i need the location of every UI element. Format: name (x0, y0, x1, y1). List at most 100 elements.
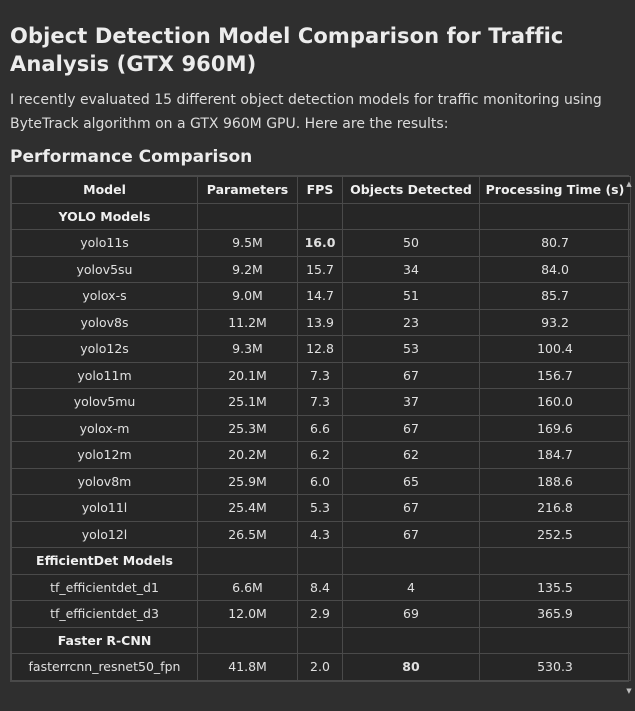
cell-objects: 67 (342, 361, 480, 389)
column-header-model: Model (11, 176, 198, 204)
cell-model: yolov5mu (11, 388, 198, 416)
group-row: Faster R-CNN (11, 626, 631, 654)
cell-objects: 67 (342, 414, 480, 442)
cell-objects: 50 (342, 229, 480, 257)
cell-fps: 12.8 (297, 335, 343, 363)
cell-fps: 2.9 (297, 600, 343, 628)
cell-parameters: 26.5M (197, 520, 298, 548)
cell-time: 100.4 (479, 335, 631, 363)
group-empty-cell (297, 202, 343, 230)
comparison-table-container: Model Parameters FPS Objects Detected Pr… (10, 175, 631, 682)
scroll-down-arrow-icon[interactable]: ▼ (626, 687, 632, 695)
cell-time: 169.6 (479, 414, 631, 442)
cell-fps: 7.3 (297, 388, 343, 416)
cell-parameters: 25.9M (197, 467, 298, 495)
cell-fps: 13.9 (297, 308, 343, 336)
table-header-row: Model Parameters FPS Objects Detected Pr… (11, 176, 631, 204)
table-row: yolo11l 25.4M 5.3 67 216.8 (11, 494, 631, 522)
table-body: YOLO Models yolo11s 9.5M 16.0 50 80.7 yolov5su… (11, 202, 631, 681)
cell-model: yolo12s (11, 335, 198, 363)
table-row: yolo12s 9.3M 12.8 53 100.4 (11, 335, 631, 363)
group-empty-cell (342, 547, 480, 575)
cell-objects: 53 (342, 335, 480, 363)
cell-objects: 23 (342, 308, 480, 336)
column-header-objects: Objects Detected (342, 176, 480, 204)
scroll-up-arrow-icon[interactable]: ▲ (626, 180, 632, 188)
column-header-fps: FPS (297, 176, 343, 204)
cell-objects: 67 (342, 494, 480, 522)
cell-time: 160.0 (479, 388, 631, 416)
group-empty-cell (342, 626, 480, 654)
cell-objects: 65 (342, 467, 480, 495)
cell-parameters: 9.2M (197, 255, 298, 283)
cell-model: tf_efficientdet_d3 (11, 600, 198, 628)
cell-parameters: 20.2M (197, 441, 298, 469)
table-row: yolo11m 20.1M 7.3 67 156.7 (11, 361, 631, 389)
table-row: fasterrcnn_resnet50_fpn 41.8M 2.0 80 530.3 (11, 653, 631, 681)
cell-model: yolo11s (11, 229, 198, 257)
cell-objects: 62 (342, 441, 480, 469)
cell-model: yolox-m (11, 414, 198, 442)
cell-parameters: 25.3M (197, 414, 298, 442)
cell-fps: 6.0 (297, 467, 343, 495)
group-row: EfficientDet Models (11, 547, 631, 575)
cell-parameters: 9.0M (197, 282, 298, 310)
group-label: EfficientDet Models (11, 547, 198, 575)
cell-objects: 4 (342, 573, 480, 601)
group-empty-cell (479, 547, 631, 575)
group-empty-cell (297, 547, 343, 575)
group-empty-cell (479, 626, 631, 654)
column-header-parameters: Parameters (197, 176, 298, 204)
cell-model: tf_efficientdet_d1 (11, 573, 198, 601)
page-title: Object Detection Model Comparison for Tr… (10, 24, 564, 76)
cell-time: 365.9 (479, 600, 631, 628)
table-row: yolox-m 25.3M 6.6 67 169.6 (11, 414, 631, 442)
cell-fps: 6.6 (297, 414, 343, 442)
cell-parameters: 41.8M (197, 653, 298, 681)
table-row: tf_efficientdet_d1 6.6M 8.4 4 135.5 (11, 573, 631, 601)
table-row: yolov5mu 25.1M 7.3 37 160.0 (11, 388, 631, 416)
cell-objects: 34 (342, 255, 480, 283)
cell-time: 135.5 (479, 573, 631, 601)
table-row: yolo12l 26.5M 4.3 67 252.5 (11, 520, 631, 548)
section-heading: Performance Comparison (10, 147, 253, 167)
cell-model: yolov8s (11, 308, 198, 336)
comparison-table: Model Parameters FPS Objects Detected Pr… (11, 176, 631, 681)
cell-time: 188.6 (479, 467, 631, 495)
cell-parameters: 12.0M (197, 600, 298, 628)
table-row: yolox-s 9.0M 14.7 51 85.7 (11, 282, 631, 310)
cell-objects: 37 (342, 388, 480, 416)
cell-objects: 67 (342, 520, 480, 548)
cell-fps: 6.2 (297, 441, 343, 469)
cell-model: fasterrcnn_resnet50_fpn (11, 653, 198, 681)
cell-time: 216.8 (479, 494, 631, 522)
cell-model: yolov5su (11, 255, 198, 283)
group-empty-cell (479, 202, 631, 230)
cell-model: yolo12m (11, 441, 198, 469)
cell-objects: 69 (342, 600, 480, 628)
group-label: YOLO Models (11, 202, 198, 230)
cell-model: yolo11l (11, 494, 198, 522)
cell-parameters: 25.4M (197, 494, 298, 522)
cell-fps: 8.4 (297, 573, 343, 601)
group-empty-cell (197, 547, 298, 575)
cell-fps: 7.3 (297, 361, 343, 389)
cell-fps: 2.0 (297, 653, 343, 681)
table-row: yolo12m 20.2M 6.2 62 184.7 (11, 441, 631, 469)
cell-parameters: 11.2M (197, 308, 298, 336)
cell-objects: 80 (342, 653, 480, 681)
cell-parameters: 9.3M (197, 335, 298, 363)
table-row: yolov5su 9.2M 15.7 34 84.0 (11, 255, 631, 283)
cell-time: 252.5 (479, 520, 631, 548)
cell-fps: 15.7 (297, 255, 343, 283)
table-row: tf_efficientdet_d3 12.0M 2.9 69 365.9 (11, 600, 631, 628)
cell-model: yolo11m (11, 361, 198, 389)
group-label: Faster R-CNN (11, 626, 198, 654)
cell-time: 85.7 (479, 282, 631, 310)
cell-parameters: 20.1M (197, 361, 298, 389)
table-row: yolo11s 9.5M 16.0 50 80.7 (11, 229, 631, 257)
scrollbar[interactable]: ▲ ▼ (625, 180, 633, 695)
cell-fps: 4.3 (297, 520, 343, 548)
cell-model: yolo12l (11, 520, 198, 548)
